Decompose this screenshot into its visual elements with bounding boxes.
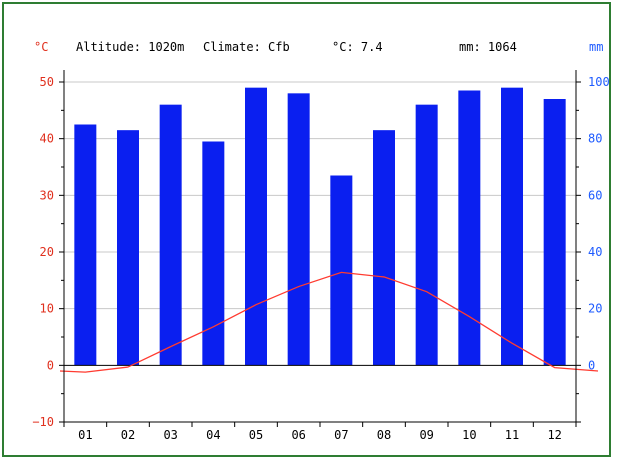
- right-axis-tick-label: 20: [588, 302, 602, 316]
- precipitation-bar: [330, 175, 353, 366]
- right-axis-tick-label: 60: [588, 188, 602, 202]
- temperature-line: [59, 271, 599, 373]
- x-axis-tick-label: 09: [419, 428, 433, 442]
- right-axis-tick-label: 40: [588, 245, 602, 259]
- right-axis-unit: mm: [589, 40, 603, 54]
- right-axis-tick-label: 0: [588, 358, 595, 372]
- x-axis-tick-label: 12: [547, 428, 561, 442]
- x-axis-tick-label: 10: [462, 428, 476, 442]
- precipitation-bar: [373, 130, 395, 366]
- x-axis-tick-label: 11: [505, 428, 519, 442]
- climate-label: Climate: Cfb: [203, 40, 290, 54]
- right-axis-tick-label: 80: [588, 132, 602, 146]
- x-axis-tick-label: 07: [334, 428, 348, 442]
- precipitation-bar: [117, 130, 139, 366]
- precipitation-bar: [501, 87, 523, 366]
- precipitation-bar: [245, 87, 267, 366]
- x-axis-tick-label: 01: [78, 428, 92, 442]
- x-axis-tick-label: 05: [249, 428, 263, 442]
- x-axis-tick-label: 02: [121, 428, 135, 442]
- altitude-label: Altitude: 1020m: [76, 40, 184, 54]
- precipitation-bar: [458, 90, 481, 366]
- left-axis-tick-label: 50: [40, 75, 54, 89]
- precipitation-bar: [74, 124, 97, 366]
- precipitation-bar: [543, 99, 566, 366]
- x-axis-tick-label: 04: [206, 428, 220, 442]
- left-axis-tick-label: −10: [32, 415, 54, 429]
- left-axis-unit: °C: [34, 40, 48, 54]
- right-axis-tick-label: 100: [588, 75, 610, 89]
- precipitation-total-label: mm: 1064: [459, 40, 517, 54]
- precipitation-bar: [415, 104, 438, 366]
- precipitation-bar: [287, 93, 310, 366]
- left-axis-tick-label: 20: [40, 245, 54, 259]
- left-axis-tick-label: 0: [47, 358, 54, 372]
- precipitation-bar: [202, 141, 225, 366]
- x-axis-tick-label: 03: [163, 428, 177, 442]
- left-axis-tick-label: 30: [40, 188, 54, 202]
- precipitation-bar: [159, 104, 182, 366]
- left-axis-tick-label: 10: [40, 302, 54, 316]
- x-axis-tick-label: 06: [291, 428, 305, 442]
- left-axis-tick-label: 40: [40, 132, 54, 146]
- mean-temperature-label: °C: 7.4: [332, 40, 383, 54]
- x-axis-tick-label: 08: [377, 428, 391, 442]
